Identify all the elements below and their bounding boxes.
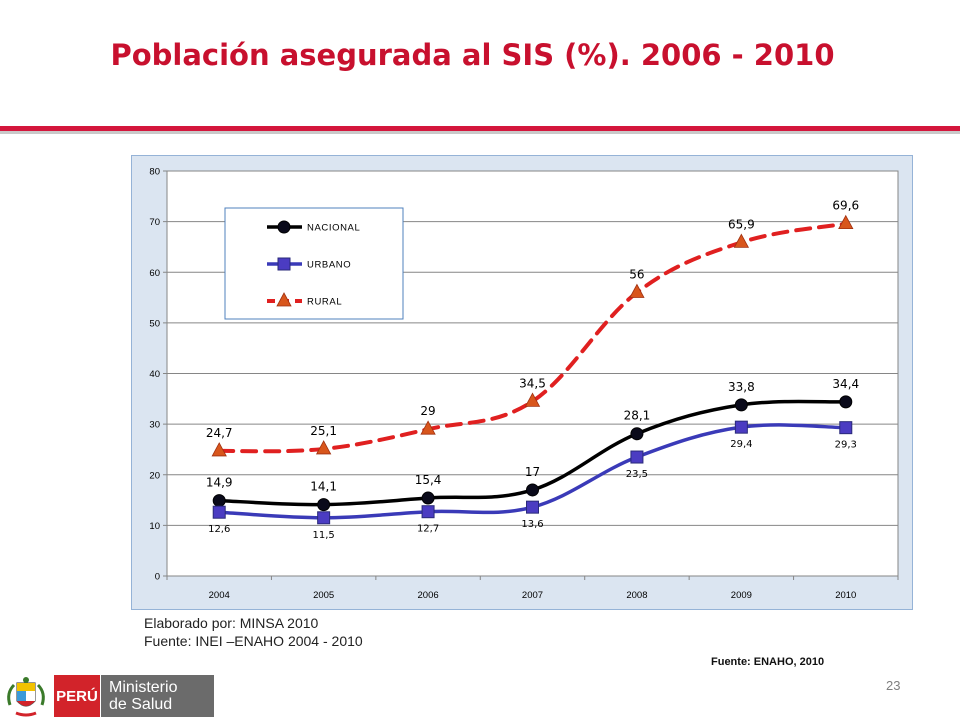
logo-line2: de Salud (109, 696, 173, 713)
data-point-urbano (630, 450, 644, 464)
data-label-rural: 65,9 (728, 217, 755, 231)
data-point-rural (838, 214, 854, 230)
data-point-nacional (212, 494, 226, 508)
legend-marker-rural (276, 292, 292, 307)
logo-country: PERÚ (54, 675, 100, 717)
legend-label-urbano: URBANO (307, 260, 351, 271)
data-label-urbano: 29,3 (835, 440, 857, 451)
data-label-nacional: 15,4 (415, 473, 442, 487)
data-point-urbano (421, 505, 435, 519)
data-point-nacional (526, 483, 539, 497)
y-tick-label: 80 (149, 167, 160, 178)
national-seal-icon (7, 677, 45, 717)
data-label-urbano: 29,4 (730, 439, 752, 450)
title-divider-shadow (0, 131, 960, 134)
y-tick-label: 10 (149, 521, 160, 532)
data-label-nacional: 34,4 (832, 377, 859, 391)
credit-fuente: Fuente: INEI –ENAHO 2004 - 2010 (144, 633, 363, 649)
credit-elaborado: Elaborado por: MINSA 2010 (144, 615, 319, 631)
chart-legend: NACIONAL URBANO RURAL (224, 207, 404, 320)
x-tick-label: 2008 (626, 590, 647, 601)
y-tick-label: 30 (149, 420, 160, 431)
data-point-nacional (317, 498, 331, 512)
data-label-rural: 69,6 (832, 199, 859, 213)
data-label-nacional: 14,9 (206, 476, 233, 490)
y-tick-label: 60 (149, 268, 160, 279)
y-tick-label: 70 (149, 217, 160, 228)
data-label-rural: 56 (629, 268, 644, 282)
title-divider (0, 126, 960, 131)
legend-label-rural: RURAL (307, 297, 342, 308)
data-point-rural (629, 283, 645, 298)
data-label-urbano: 12,7 (417, 524, 439, 535)
data-label-urbano: 13,6 (521, 519, 543, 530)
chart-credit: Elaborado por: MINSA 2010 Fuente: INEI –… (144, 614, 363, 650)
data-point-urbano (526, 500, 539, 514)
data-point-nacional (630, 427, 644, 441)
line-chart: 0 10 20 30 40 50 60 70 80 2004 2005 2006 2007 2008 200… (149, 167, 899, 601)
data-label-nacional: 17 (525, 465, 540, 479)
x-tick-label: 2009 (731, 590, 752, 601)
ministry-logo: PERÚ Ministerio de Salud (4, 672, 216, 720)
data-label-rural: 24,7 (206, 426, 233, 440)
data-point-rural (211, 442, 227, 457)
data-point-rural (524, 392, 541, 407)
data-label-urbano: 12,6 (208, 524, 230, 535)
data-label-urbano: 11,5 (313, 530, 335, 541)
data-point-urbano (212, 505, 226, 519)
source-note: Fuente: ENAHO, 2010 (711, 656, 825, 668)
legend-marker-urbano (277, 257, 291, 271)
data-point-urbano (734, 420, 748, 434)
logo-line1: Ministerio (109, 679, 178, 696)
data-point-nacional (734, 398, 748, 412)
x-tick-label: 2004 (209, 590, 230, 601)
data-label-rural: 34,5 (519, 376, 546, 390)
x-tick-label: 2007 (522, 590, 543, 601)
legend-label-nacional: NACIONAL (307, 223, 360, 234)
data-point-rural (315, 440, 332, 455)
page-number: 23 (886, 678, 901, 693)
data-point-urbano (839, 421, 853, 435)
slide-title: Población asegurada al SIS (%). 2006 - 2… (110, 38, 835, 72)
logo-ministry: Ministerio de Salud (101, 675, 214, 717)
data-label-urbano: 23,5 (626, 469, 648, 480)
y-tick-label: 20 (149, 470, 160, 481)
x-tick-label: 2005 (313, 590, 334, 601)
data-label-nacional: 14,1 (310, 480, 337, 494)
chart-frame: 0 10 20 30 40 50 60 70 80 2004 2005 2006 2007 2008 200… (131, 155, 913, 610)
data-point-urbano (317, 511, 331, 525)
data-label-nacional: 33,8 (728, 380, 755, 394)
data-point-rural (420, 420, 436, 435)
x-tick-label: 2010 (835, 590, 856, 601)
x-tick-label: 2006 (418, 590, 439, 601)
data-label-rural: 29 (420, 404, 435, 418)
data-point-nacional (839, 395, 853, 409)
data-point-nacional (421, 491, 435, 505)
data-label-rural: 25,1 (310, 424, 337, 438)
y-tick-label: 50 (149, 318, 160, 329)
y-tick-label: 0 (155, 572, 160, 583)
legend-marker-nacional (277, 220, 291, 234)
legend-box (224, 207, 404, 320)
data-label-nacional: 28,1 (624, 409, 651, 423)
data-point-rural (733, 233, 750, 248)
y-tick-label: 40 (149, 369, 160, 380)
